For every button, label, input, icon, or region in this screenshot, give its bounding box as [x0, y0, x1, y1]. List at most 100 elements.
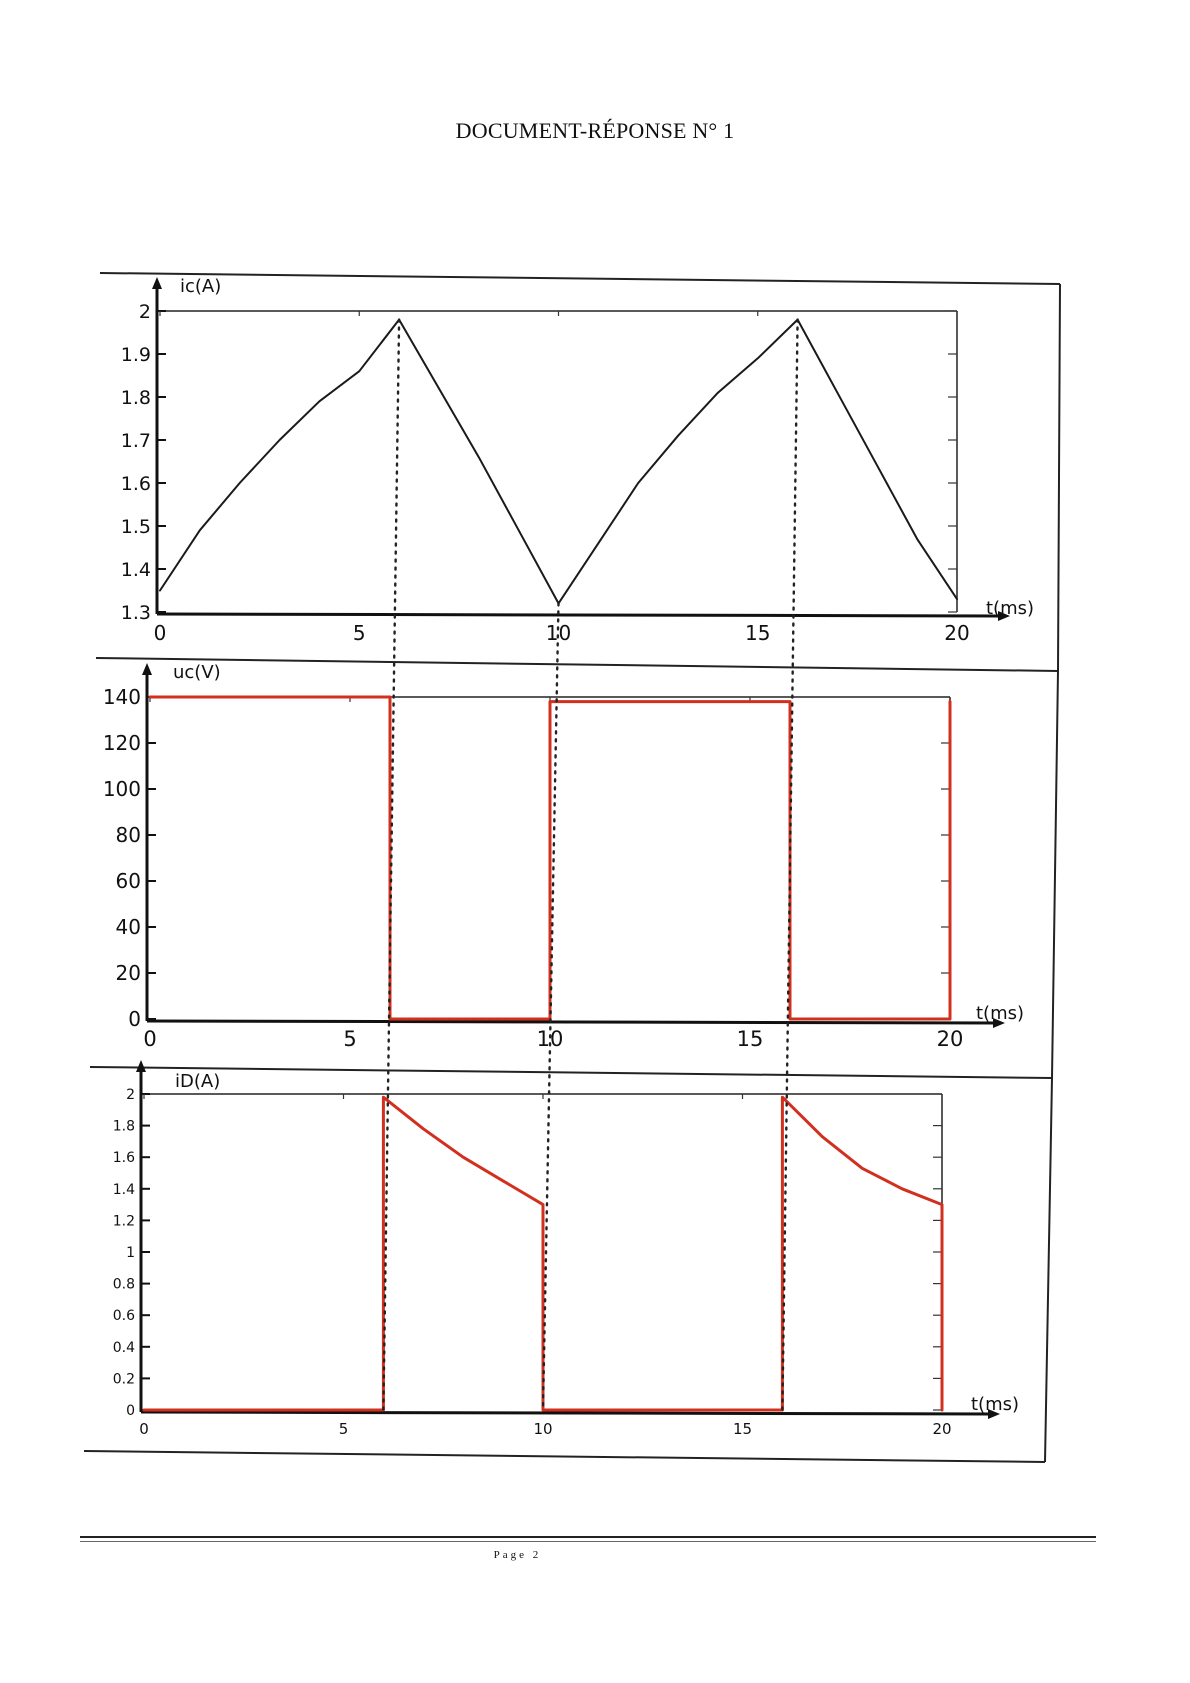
- series-line: [148, 695, 952, 1021]
- data-point: [542, 1204, 544, 1206]
- x-tick-label: 0: [154, 621, 167, 645]
- data-point: [901, 1188, 903, 1190]
- data-point: [717, 392, 719, 394]
- y-tick-label: 0.4: [113, 1340, 135, 1356]
- dotted-guide-line: [541, 602, 560, 1412]
- x-tick-label: 10: [537, 1027, 564, 1051]
- y-tick-label: 2: [139, 301, 151, 323]
- x-tick-label: 20: [932, 1420, 951, 1438]
- dotted-guide-line: [382, 318, 401, 1412]
- data-point: [149, 696, 151, 698]
- y-tick-label: 2: [126, 1087, 135, 1103]
- data-point: [637, 482, 639, 484]
- data-point: [757, 357, 759, 359]
- data-point: [239, 482, 241, 484]
- x-tick-label: 5: [343, 1027, 356, 1051]
- y-axis-arrow: [136, 1060, 146, 1072]
- page-number: Page 2: [493, 1549, 542, 1561]
- y-axis-label: uc(V): [173, 662, 221, 683]
- data-point: [677, 435, 679, 437]
- y-axis-arrow: [142, 663, 152, 675]
- data-point: [518, 529, 520, 531]
- y-tick-label: 80: [116, 823, 141, 847]
- data-point: [502, 1180, 504, 1182]
- x-tick-label: 15: [745, 621, 770, 645]
- y-axis-label: iD(A): [175, 1071, 220, 1092]
- x-axis-arrow: [988, 1409, 1000, 1419]
- data-point: [916, 538, 918, 540]
- data-point: [941, 1204, 943, 1206]
- y-axis-arrow: [152, 277, 162, 289]
- y-tick-label: 1.3: [121, 602, 151, 624]
- series-line: [159, 318, 958, 605]
- x-tick-label: 10: [533, 1420, 552, 1438]
- y-tick-label: 1.7: [121, 430, 151, 452]
- data-point: [821, 1136, 823, 1138]
- x-tick-label: 5: [339, 1420, 349, 1438]
- data-point: [941, 1409, 943, 1411]
- data-point: [542, 1409, 544, 1411]
- y-tick-label: 40: [116, 915, 141, 939]
- data-point: [478, 456, 480, 458]
- x-axis-arrow: [998, 611, 1010, 621]
- x-tick-label: 0: [139, 1420, 149, 1438]
- footer-rule: [80, 1536, 1096, 1538]
- x-tick-label: 5: [353, 621, 366, 645]
- x-axis-label: t(ms): [976, 1003, 1024, 1024]
- x-tick-label: 0: [143, 1027, 156, 1051]
- x-axis: [156, 612, 1003, 618]
- data-point: [549, 701, 551, 703]
- data-point: [789, 1018, 791, 1020]
- y-axis-label: ic(A): [180, 276, 221, 297]
- y-tick-label: 140: [103, 685, 141, 709]
- y-tick-label: 1.8: [121, 387, 151, 409]
- y-tick-label: 1.4: [121, 559, 151, 581]
- x-axis: [146, 1019, 998, 1025]
- y-tick-label: 1.5: [121, 516, 151, 538]
- data-point: [781, 1096, 784, 1098]
- x-tick-label: 15: [737, 1027, 764, 1051]
- data-point: [199, 529, 201, 531]
- data-point: [462, 1156, 464, 1158]
- data-point: [789, 701, 791, 703]
- x-axis-label: t(ms): [986, 598, 1034, 619]
- y-tick-label: 0.2: [113, 1371, 135, 1387]
- chart-3: 2 1.8 1.6 1.4 1.2 1 0.8 0.6 0.4 0.2 00 5 10 15 20 iD(A)…: [113, 1060, 1019, 1438]
- y-tick-label: 1.6: [121, 473, 151, 495]
- data-point: [876, 465, 878, 467]
- panel-frames: [83, 272, 1061, 1463]
- data-point: [318, 400, 320, 402]
- x-tick-label: 10: [546, 621, 571, 645]
- y-tick-label: 1: [126, 1245, 135, 1261]
- data-point: [956, 598, 958, 600]
- data-point: [358, 370, 360, 372]
- y-tick-label: 1.8: [113, 1119, 135, 1135]
- data-point: [949, 701, 951, 703]
- y-tick-label: 120: [103, 731, 141, 755]
- data-point: [382, 1096, 384, 1098]
- x-axis-arrow: [993, 1018, 1005, 1028]
- data-point: [279, 439, 281, 441]
- data-point: [438, 387, 440, 389]
- data-point: [143, 1409, 145, 1411]
- chart-1: 2 1.9 1.8 1.7 1.6 1.5 1.4 1.30 5 10 15 20 ic(A) t(ms): [121, 276, 1034, 645]
- data-point: [597, 542, 600, 544]
- y-tick-label: 0.6: [113, 1308, 135, 1324]
- y-tick-label: 1.4: [113, 1182, 135, 1198]
- y-tick-label: 20: [116, 961, 141, 985]
- x-axis: [140, 1410, 993, 1416]
- data-point: [389, 1018, 391, 1020]
- y-tick-label: 1.2: [113, 1213, 135, 1229]
- data-point: [389, 696, 391, 698]
- y-tick-label: 0: [128, 1007, 141, 1031]
- y-tick-label: 1.9: [121, 344, 151, 366]
- y-tick-label: 0.8: [113, 1277, 135, 1293]
- footer-rule-thin: [80, 1541, 1096, 1542]
- y-tick-label: 60: [116, 869, 141, 893]
- data-point: [159, 589, 161, 592]
- dotted-guide-line: [781, 318, 799, 1412]
- page-title: DOCUMENT-RÉPONSE N° 1: [455, 118, 735, 143]
- y-tick-label: 1.6: [113, 1150, 135, 1166]
- x-tick-label: 15: [733, 1420, 752, 1438]
